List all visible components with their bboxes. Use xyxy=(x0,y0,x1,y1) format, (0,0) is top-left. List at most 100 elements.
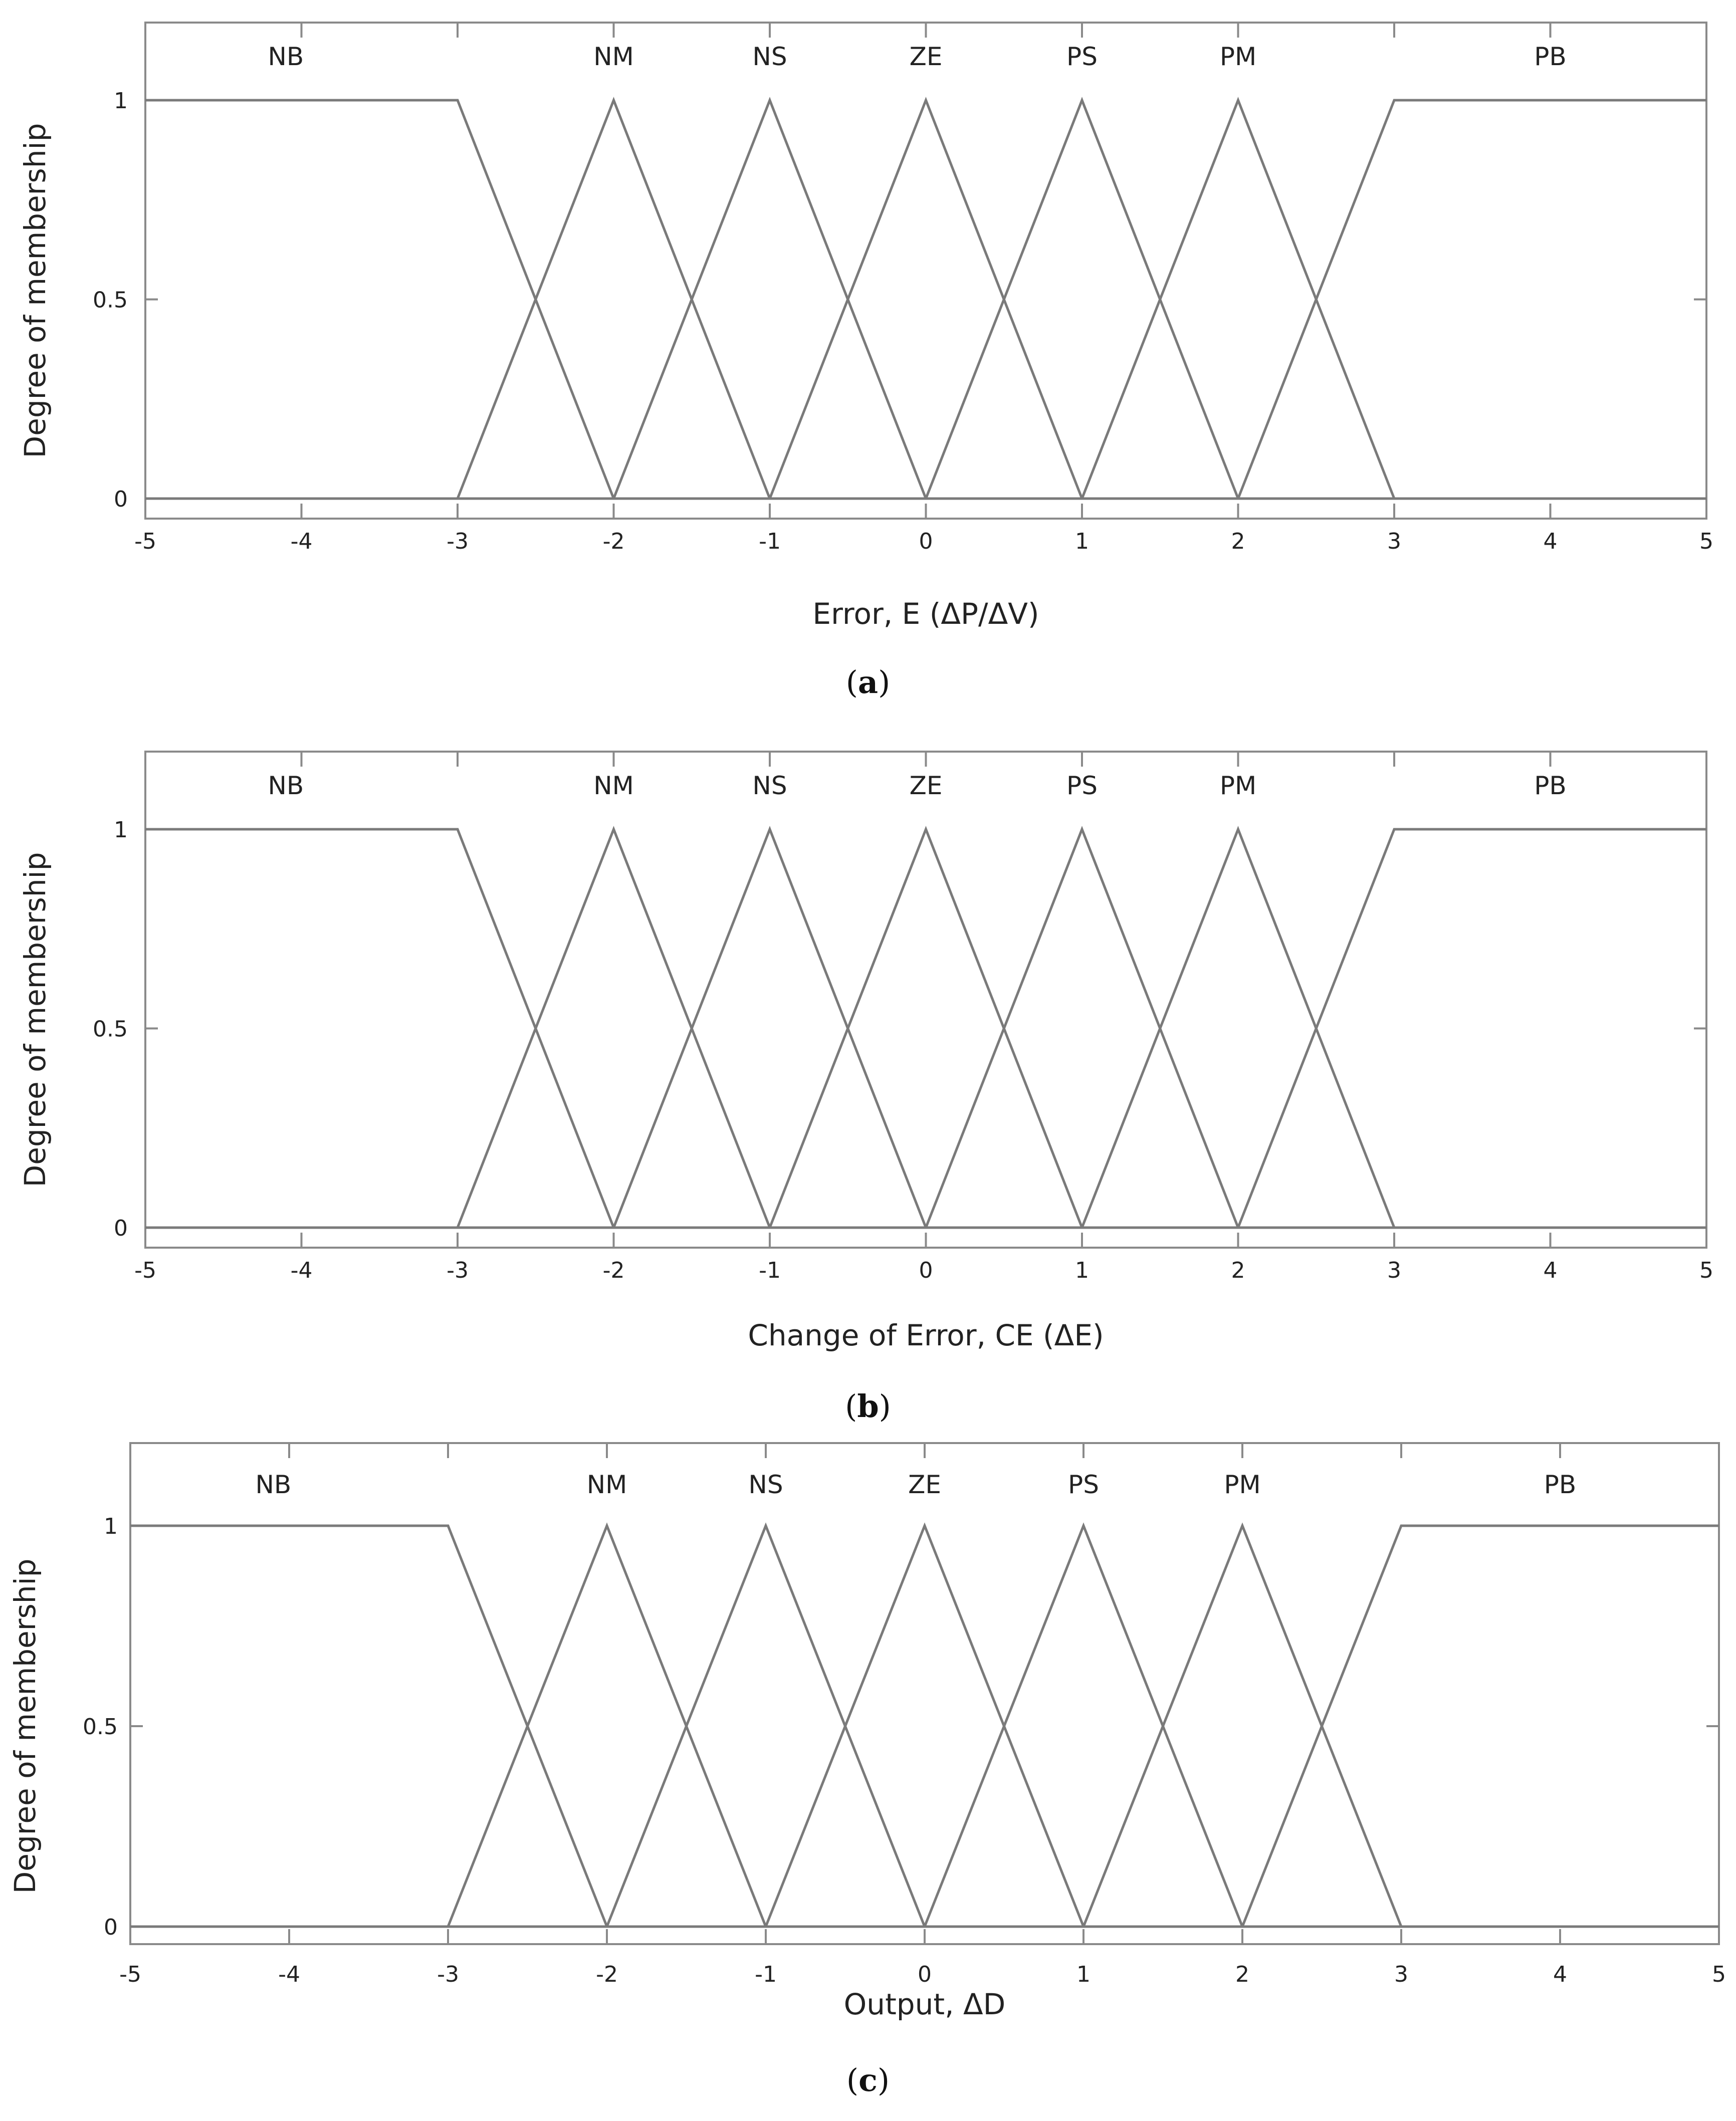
series-line-c-nb xyxy=(130,1524,608,1927)
series-line-a-ns xyxy=(612,97,927,499)
x-tick-label-b-4: -1 xyxy=(759,1258,781,1283)
x-tick-label-c-10: 5 xyxy=(1712,1962,1726,1987)
series-line-c-ns xyxy=(605,1522,926,1927)
x-tick-label-b-7: 2 xyxy=(1231,1258,1245,1283)
chart-panel-b: -5 -4 -3 -2 -1 0 1 2 3 4 5 0 0.5 1 NB NM NS ZE PS PM PB Chang… xyxy=(0,722,1736,1438)
caption-a-letter: a xyxy=(857,664,879,700)
series-line-b-nb xyxy=(145,828,615,1228)
caption-c-letter: c xyxy=(858,2062,878,2098)
series-label-b-nm: NM xyxy=(593,771,634,800)
chart-panel-c: -5 -4 -3 -2 -1 0 1 2 3 4 5 0 0.5 1 NB NM NS ZE PS PM PB Outpu… xyxy=(0,1442,1736,2121)
series-line-b-pm xyxy=(1080,826,1396,1228)
series-line-b-nm xyxy=(456,826,771,1228)
x-tick-label-c-5: 0 xyxy=(918,1962,932,1987)
plot-frame-c xyxy=(129,1442,1720,1945)
y-tick-label-a-1: 0.5 xyxy=(93,288,128,313)
x-tick-label-c-1: -4 xyxy=(278,1962,300,1987)
series-label-c-ns: NS xyxy=(748,1470,783,1499)
series-line-c-nm xyxy=(447,1522,767,1927)
series-line-c-ps xyxy=(923,1522,1244,1927)
series-label-a-ps: PS xyxy=(1066,42,1098,71)
series-line-a-ze xyxy=(768,97,1083,499)
y-tick-label-b-1: 0.5 xyxy=(93,1017,128,1042)
x-tick-label-b-6: 1 xyxy=(1075,1258,1089,1283)
series-label-c-nb: NB xyxy=(255,1470,291,1499)
x-axis-label-a: Error, E (ΔP/ΔV) xyxy=(812,597,1039,631)
x-tick-label-b-9: 4 xyxy=(1544,1258,1558,1283)
x-tick-label-a-10: 5 xyxy=(1699,529,1713,554)
x-tick-label-c-6: 1 xyxy=(1076,1962,1091,1987)
y-axis-label-b: Degree of membership xyxy=(18,852,52,1188)
series-line-a-nb xyxy=(145,99,615,499)
series-line-a-ps xyxy=(925,97,1239,499)
x-tick-label-b-10: 5 xyxy=(1699,1258,1713,1283)
y-tick-label-b-0: 0 xyxy=(114,1216,128,1241)
y-tick-label-a-2: 1 xyxy=(114,88,128,114)
x-axis-label-c: Output, ΔD xyxy=(844,1987,1006,2021)
x-tick-label-c-9: 4 xyxy=(1553,1962,1567,1987)
x-tick-label-a-6: 1 xyxy=(1075,529,1089,554)
series-label-a-ze: ZE xyxy=(910,42,943,71)
series-label-b-pm: PM xyxy=(1220,771,1256,800)
caption-b: (b) xyxy=(845,1388,891,1425)
y-tick-label-c-0: 0 xyxy=(104,1915,118,1940)
x-tick-label-a-2: -3 xyxy=(447,529,469,554)
series-label-a-ns: NS xyxy=(752,42,787,71)
series-label-a-nb: NB xyxy=(268,42,304,71)
y-axis-label-c: Degree of membership xyxy=(8,1559,42,1894)
series-line-b-ps xyxy=(925,826,1239,1228)
series-label-b-ps: PS xyxy=(1066,771,1098,800)
series-line-b-ns xyxy=(612,826,927,1228)
x-tick-label-b-3: -2 xyxy=(603,1258,625,1283)
caption-a: (a) xyxy=(845,664,891,700)
x-tick-label-c-3: -2 xyxy=(596,1962,618,1987)
x-tick-label-c-8: 3 xyxy=(1394,1962,1408,1987)
series-label-c-pb: PB xyxy=(1544,1470,1576,1499)
caption-c: (c) xyxy=(846,2062,890,2098)
x-tick-label-a-1: -4 xyxy=(291,529,313,554)
x-tick-label-a-9: 4 xyxy=(1544,529,1558,554)
series-label-b-ns: NS xyxy=(752,771,787,800)
x-tick-label-b-2: -3 xyxy=(447,1258,469,1283)
series-label-c-ps: PS xyxy=(1068,1470,1099,1499)
series-label-a-pb: PB xyxy=(1534,42,1566,71)
x-axis-label-b: Change of Error, CE (ΔE) xyxy=(748,1318,1104,1352)
x-tick-label-a-0: -5 xyxy=(134,529,156,554)
series-label-b-ze: ZE xyxy=(910,771,943,800)
x-tick-label-a-4: -1 xyxy=(759,529,781,554)
x-tick-label-a-3: -2 xyxy=(603,529,625,554)
y-tick-label-b-2: 1 xyxy=(114,817,128,843)
series-line-a-pm xyxy=(1080,97,1396,499)
chart-panel-a: -5 -4 -3 -2 -1 0 1 2 3 4 5 0 0.5 1 NB NM NS ZE PS PM PB Error… xyxy=(0,0,1736,712)
series-line-c-pb xyxy=(1241,1524,1719,1927)
x-tick-label-a-8: 3 xyxy=(1387,529,1401,554)
x-tick-label-b-1: -4 xyxy=(291,1258,313,1283)
series-line-c-pm xyxy=(1082,1522,1403,1927)
series-label-b-nb: NB xyxy=(268,771,304,800)
y-tick-label-a-0: 0 xyxy=(114,487,128,512)
series-label-a-nm: NM xyxy=(593,42,634,71)
series-line-b-ze xyxy=(768,826,1083,1228)
x-tick-label-c-4: -1 xyxy=(755,1962,777,1987)
y-tick-label-c-2: 1 xyxy=(104,1514,118,1539)
series-label-b-pb: PB xyxy=(1534,771,1566,800)
series-label-c-pm: PM xyxy=(1224,1470,1260,1499)
x-tick-label-a-7: 2 xyxy=(1231,529,1245,554)
x-tick-label-c-0: -5 xyxy=(119,1962,141,1987)
x-tick-label-c-2: -3 xyxy=(437,1962,459,1987)
series-label-a-pm: PM xyxy=(1220,42,1256,71)
y-axis-label-a: Degree of membership xyxy=(18,123,52,458)
series-label-c-nm: NM xyxy=(587,1470,627,1499)
series-label-c-ze: ZE xyxy=(908,1470,941,1499)
series-line-b-pb xyxy=(1237,828,1706,1228)
chart-a-svg: -5 -4 -3 -2 -1 0 1 2 3 4 5 0 0.5 1 NB NM NS ZE PS PM PB Error… xyxy=(18,22,1713,631)
chart-c-svg: -5 -4 -3 -2 -1 0 1 2 3 4 5 0 0.5 1 NB NM NS ZE PS PM PB Outpu… xyxy=(8,1442,1726,2021)
x-tick-label-a-5: 0 xyxy=(919,529,933,554)
x-tick-label-b-0: -5 xyxy=(134,1258,156,1283)
series-line-a-nm xyxy=(456,97,771,499)
x-tick-label-c-7: 2 xyxy=(1235,1962,1249,1987)
series-line-a-pb xyxy=(1237,99,1706,499)
series-line-c-ze xyxy=(764,1522,1085,1927)
caption-b-letter: b xyxy=(857,1388,879,1425)
